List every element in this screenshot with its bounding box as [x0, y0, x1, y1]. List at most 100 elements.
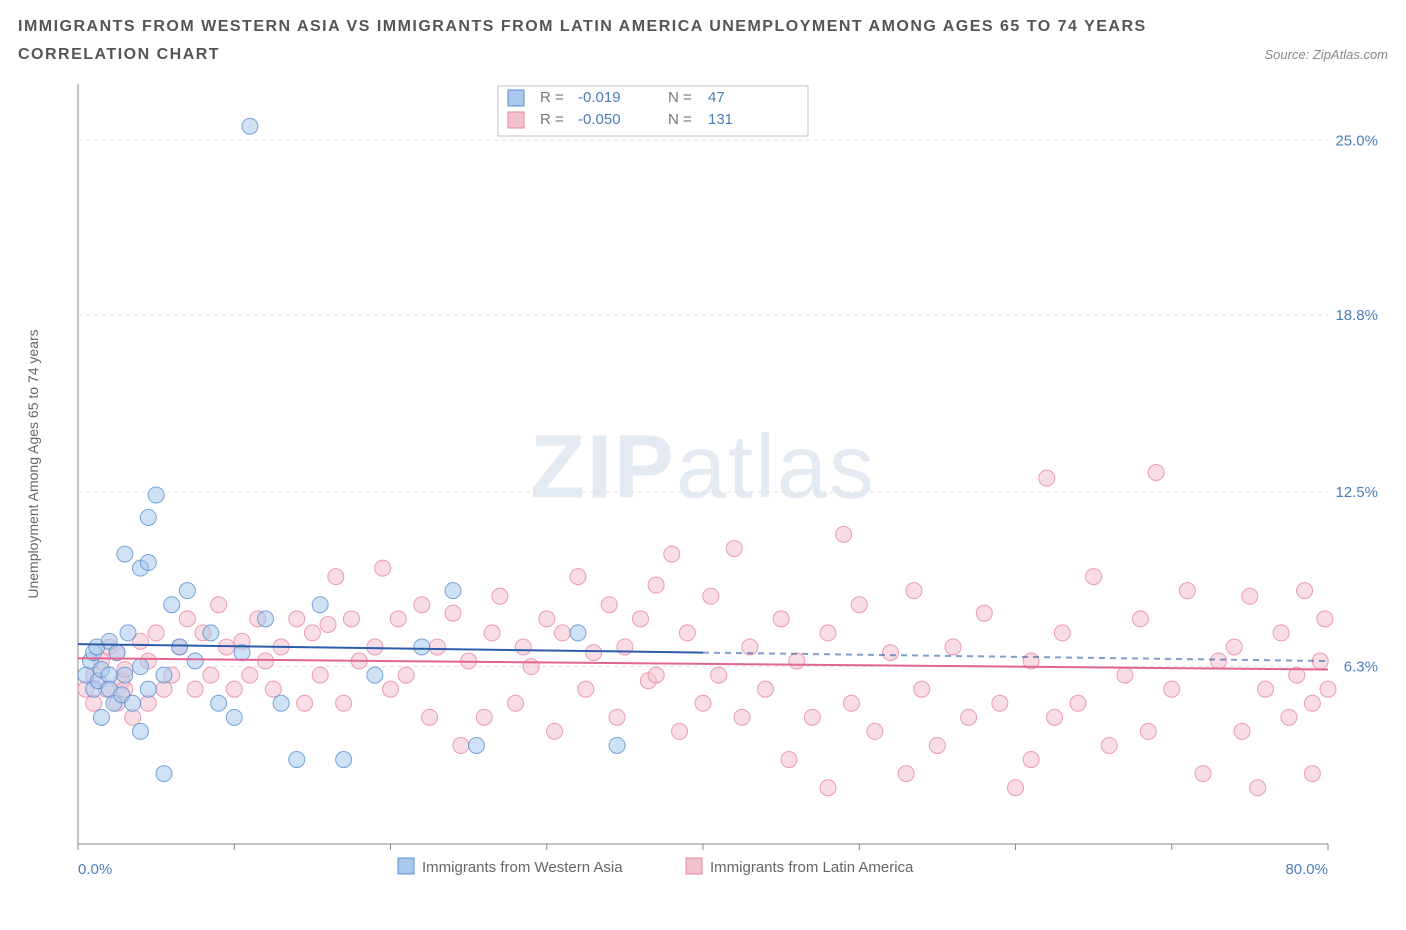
data-point: [961, 709, 977, 725]
data-point: [120, 625, 136, 641]
data-point: [609, 709, 625, 725]
data-point: [336, 752, 352, 768]
data-point: [1226, 639, 1242, 655]
data-point: [445, 583, 461, 599]
data-point: [1164, 681, 1180, 697]
data-point: [781, 752, 797, 768]
data-point: [929, 737, 945, 753]
data-point: [297, 695, 313, 711]
data-point: [851, 597, 867, 613]
data-point: [804, 709, 820, 725]
data-point: [265, 681, 281, 697]
data-point: [1297, 583, 1313, 599]
data-point: [570, 625, 586, 641]
data-point: [211, 597, 227, 613]
correlation-chart: ZIPatlas 6.3%12.5%18.8%25.0%0.0%80.0%Une…: [18, 74, 1388, 894]
data-point: [468, 737, 484, 753]
data-point: [1304, 695, 1320, 711]
data-point: [226, 681, 242, 697]
y-tick-label: 25.0%: [1335, 132, 1378, 149]
data-point: [867, 723, 883, 739]
data-point: [1211, 653, 1227, 669]
data-point: [211, 695, 227, 711]
data-point: [906, 583, 922, 599]
data-point: [117, 546, 133, 562]
data-point: [515, 639, 531, 655]
data-point: [554, 625, 570, 641]
data-point: [242, 118, 258, 134]
data-point: [1250, 780, 1266, 796]
data-point: [1140, 723, 1156, 739]
y-tick-label: 18.8%: [1335, 307, 1378, 324]
data-point: [1039, 470, 1055, 486]
data-point: [1304, 766, 1320, 782]
data-point: [1023, 752, 1039, 768]
data-point: [140, 681, 156, 697]
data-point: [133, 723, 149, 739]
data-point: [898, 766, 914, 782]
data-point: [1133, 611, 1149, 627]
data-point: [203, 667, 219, 683]
data-point: [367, 639, 383, 655]
data-point: [695, 695, 711, 711]
bottom-legend-label: Immigrants from Western Asia: [422, 859, 623, 876]
data-point: [312, 667, 328, 683]
data-point: [1047, 709, 1063, 725]
data-point: [429, 639, 445, 655]
data-point: [734, 709, 750, 725]
data-point: [773, 611, 789, 627]
data-point: [820, 625, 836, 641]
data-point: [398, 667, 414, 683]
data-point: [578, 681, 594, 697]
bottom-legend-swatch: [398, 858, 414, 874]
legend-swatch: [508, 90, 524, 106]
data-point: [1242, 588, 1258, 604]
data-point: [883, 645, 899, 661]
data-point: [1320, 681, 1336, 697]
title-block: IMMIGRANTS FROM WESTERN ASIA VS IMMIGRAN…: [18, 18, 1388, 64]
data-point: [117, 667, 133, 683]
data-point: [703, 588, 719, 604]
data-point: [125, 695, 141, 711]
data-point: [258, 611, 274, 627]
data-point: [422, 709, 438, 725]
legend-n-value: 131: [708, 111, 733, 128]
data-point: [633, 611, 649, 627]
data-point: [156, 667, 172, 683]
data-point: [258, 653, 274, 669]
data-point: [1258, 681, 1274, 697]
data-point: [414, 639, 430, 655]
bottom-legend-swatch: [686, 858, 702, 874]
x-tick-last: 80.0%: [1285, 861, 1328, 878]
data-point: [1054, 625, 1070, 641]
data-point: [187, 681, 203, 697]
data-point: [179, 611, 195, 627]
data-point: [508, 695, 524, 711]
title-line-1: IMMIGRANTS FROM WESTERN ASIA VS IMMIGRAN…: [18, 18, 1388, 36]
data-point: [242, 667, 258, 683]
data-point: [789, 653, 805, 669]
data-point: [148, 487, 164, 503]
x-tick-first: 0.0%: [78, 861, 112, 878]
source-label: Source: ZipAtlas.com: [1264, 47, 1388, 62]
data-point: [390, 611, 406, 627]
data-point: [914, 681, 930, 697]
data-point: [375, 560, 391, 576]
data-point: [203, 625, 219, 641]
data-point: [726, 540, 742, 556]
data-point: [156, 766, 172, 782]
data-point: [1234, 723, 1250, 739]
bottom-legend-label: Immigrants from Latin America: [710, 859, 914, 876]
title-line-2: CORRELATION CHART: [18, 46, 220, 64]
data-point: [187, 653, 203, 669]
data-point: [664, 546, 680, 562]
data-point: [328, 569, 344, 585]
data-point: [679, 625, 695, 641]
data-point: [1148, 464, 1164, 480]
data-point: [523, 659, 539, 675]
data-point: [1179, 583, 1195, 599]
data-point: [539, 611, 555, 627]
data-point: [1273, 625, 1289, 641]
chart-svg: 6.3%12.5%18.8%25.0%0.0%80.0%Unemployment…: [18, 74, 1388, 894]
data-point: [1070, 695, 1086, 711]
